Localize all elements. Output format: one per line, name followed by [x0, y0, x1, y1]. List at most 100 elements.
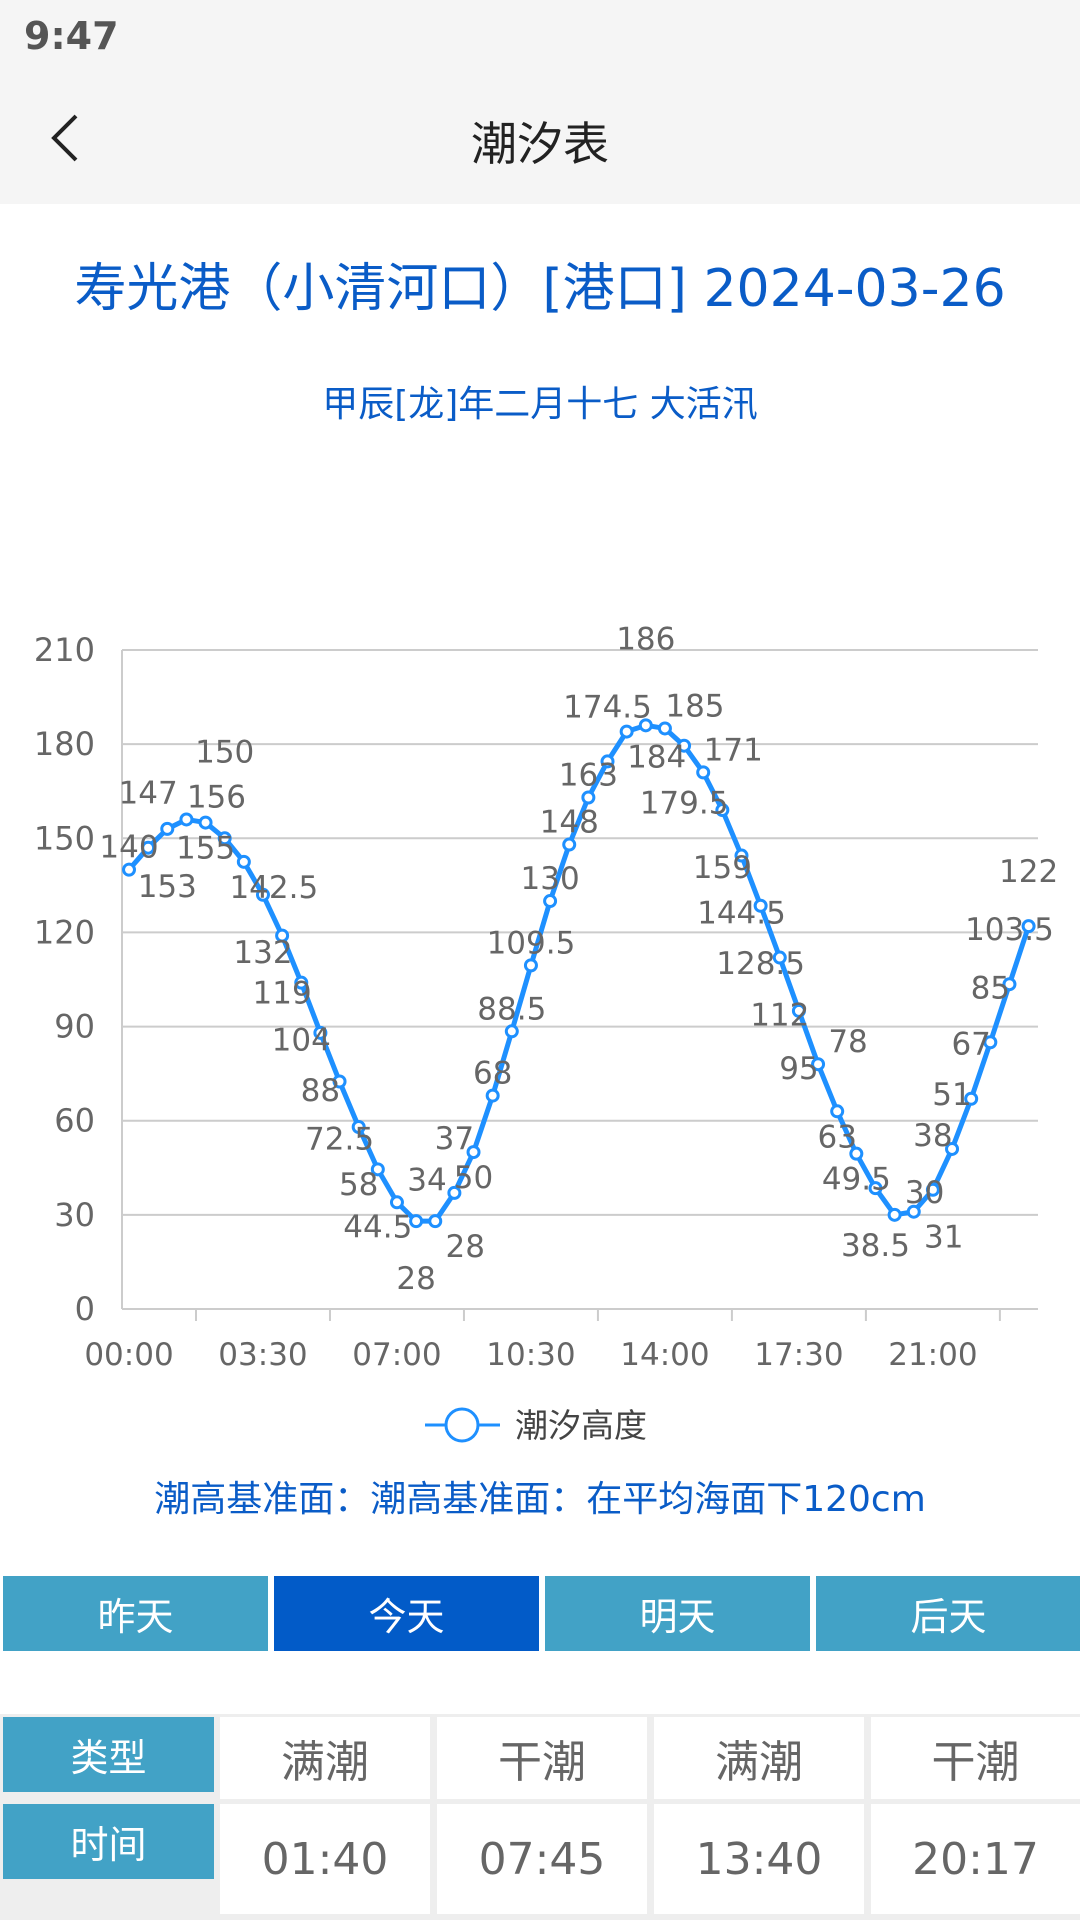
data-label: 58 [339, 1167, 378, 1203]
data-label: 119 [253, 976, 312, 1012]
data-point [351, 1119, 366, 1134]
data-label: 63 [817, 1119, 856, 1155]
data-point [868, 1181, 883, 1196]
data-label: 68 [473, 1056, 512, 1092]
station-title: 寿光港（小清河口）[港口] 2024-03-26 [74, 259, 1006, 319]
data-label: 103.5 [965, 912, 1054, 948]
status-bar: 9:47 [0, 0, 1080, 72]
time-cell: 13:40 [654, 1804, 864, 1914]
data-point [715, 803, 730, 818]
data-label: 88.5 [477, 991, 546, 1027]
data-label: 144.5 [697, 896, 786, 932]
data-label: 104 [272, 1023, 331, 1059]
data-point [772, 950, 787, 965]
data-point [638, 718, 653, 733]
data-point [983, 1035, 998, 1050]
data-point [523, 958, 538, 973]
legend-label: 潮汐高度 [515, 1406, 647, 1445]
data-label: 153 [138, 869, 197, 905]
data-point [945, 1141, 960, 1156]
data-label: 95 [779, 1051, 818, 1087]
data-label: 171 [704, 732, 763, 768]
data-label: 132 [233, 935, 292, 971]
data-label: 147 [119, 776, 178, 812]
y-tick-label: 90 [54, 1008, 95, 1046]
y-tick-label: 180 [34, 725, 95, 763]
data-label: 150 [195, 734, 254, 770]
data-point [255, 887, 270, 902]
y-tick-label: 0 [75, 1290, 95, 1328]
data-label: 38.5 [841, 1228, 910, 1264]
type-header: 类型 [3, 1717, 214, 1792]
data-label: 30 [905, 1175, 944, 1211]
legend-marker-icon [444, 1407, 480, 1443]
page-title: 潮汐表 [471, 117, 609, 171]
data-point [447, 1185, 462, 1200]
y-tick-label: 30 [54, 1196, 95, 1234]
y-tick-label: 210 [34, 631, 95, 669]
data-label: 156 [187, 779, 246, 815]
data-point [562, 837, 577, 852]
data-label: 72.5 [305, 1121, 374, 1157]
data-point [294, 975, 309, 990]
lunar-info: 甲辰[龙]年二月十七 大活汛 [322, 384, 758, 425]
day-tabs: 昨天 今天 明天 后天 [3, 1576, 1080, 1651]
data-label: 50 [454, 1160, 493, 1196]
data-label: 37 [435, 1121, 474, 1157]
tab-today[interactable]: 今天 [274, 1576, 539, 1651]
data-point [581, 790, 596, 805]
data-point [217, 831, 232, 846]
data-point [389, 1195, 404, 1210]
x-tick-label: 07:00 [352, 1337, 441, 1373]
data-label: 184 [627, 740, 686, 776]
data-label: 142.5 [229, 870, 318, 906]
data-point [504, 1024, 519, 1039]
data-point [964, 1091, 979, 1106]
x-tick-label: 00:00 [84, 1337, 173, 1373]
tab-tomorrow[interactable]: 明天 [545, 1576, 810, 1651]
data-label: 128.5 [716, 946, 805, 982]
data-label: 159 [693, 850, 752, 886]
data-label: 28 [396, 1261, 435, 1297]
data-point [1002, 977, 1017, 992]
data-label: 88 [301, 1073, 340, 1109]
data-point [791, 1003, 806, 1018]
data-label: 38 [913, 1118, 952, 1154]
data-point [466, 1145, 481, 1160]
data-point [485, 1088, 500, 1103]
back-button[interactable] [40, 106, 100, 170]
chevron-left-icon [51, 114, 78, 162]
y-tick-label: 150 [34, 819, 95, 857]
data-point [677, 738, 692, 753]
data-point [906, 1204, 921, 1219]
data-label: 179.5 [640, 786, 729, 822]
tide-table: 类型 时间 满潮 干潮 满潮 干潮 01:40 07:45 13:40 20:1… [0, 1714, 1080, 1920]
data-point [409, 1214, 424, 1229]
type-cell: 满潮 [654, 1717, 864, 1799]
tab-yesterday[interactable]: 昨天 [3, 1576, 268, 1651]
data-label: 85 [971, 970, 1010, 1006]
data-label: 112 [750, 998, 809, 1034]
data-point [887, 1207, 902, 1222]
data-label: 44.5 [343, 1209, 412, 1245]
app-header: 潮汐表 [0, 72, 1080, 204]
data-point [734, 848, 749, 863]
data-point [370, 1162, 385, 1177]
data-point [179, 812, 194, 827]
time-header: 时间 [3, 1804, 214, 1879]
data-point [849, 1146, 864, 1161]
data-label: 163 [559, 757, 618, 793]
data-point [657, 721, 672, 736]
data-point [313, 1025, 328, 1040]
x-tick-label: 17:30 [754, 1337, 843, 1373]
data-point [141, 840, 156, 855]
tab-day-after[interactable]: 后天 [816, 1576, 1080, 1651]
data-point [600, 754, 615, 769]
y-tick-label: 120 [34, 913, 95, 951]
data-point [122, 862, 136, 877]
data-point [1021, 919, 1036, 934]
data-label: 34 [407, 1162, 446, 1198]
data-label: 28 [446, 1229, 485, 1265]
type-cell: 干潮 [437, 1717, 647, 1799]
data-point [753, 898, 768, 913]
